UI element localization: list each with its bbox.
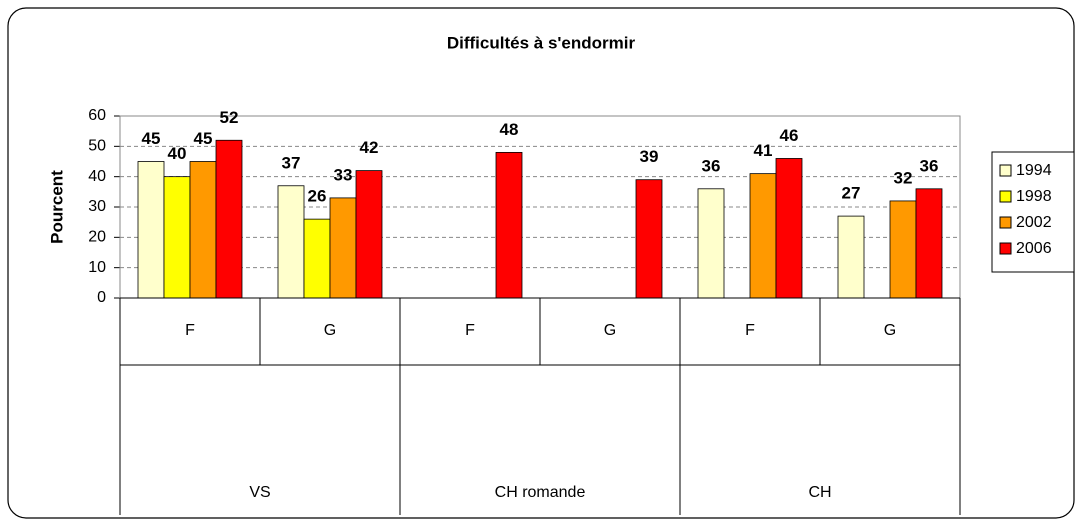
y-tick-label: 30 [88, 198, 106, 215]
legend-label: 2006 [1016, 240, 1052, 257]
y-axis-label: Pourcent [47, 170, 66, 244]
bar [355, 170, 383, 299]
bar [635, 179, 663, 299]
bar [749, 173, 777, 299]
data-label: 41 [754, 141, 773, 160]
group-label: CH romande [495, 484, 586, 501]
bar [329, 197, 357, 299]
chart-title: Difficultés à s'endormir [447, 33, 636, 52]
data-label: 48 [500, 120, 519, 139]
bar [215, 139, 243, 299]
legend-swatch [999, 164, 1012, 177]
data-label: 33 [334, 165, 353, 184]
y-tick-label: 60 [88, 107, 106, 124]
data-label: 26 [308, 187, 327, 206]
y-tick-label: 10 [88, 259, 106, 276]
y-tick-label: 40 [88, 168, 106, 185]
bar [775, 158, 803, 299]
x-tick-label: F [185, 322, 195, 339]
x-tick-label: G [604, 322, 616, 339]
x-tick-label: G [324, 322, 336, 339]
x-tick-label: F [465, 322, 475, 339]
group-label: CH [808, 484, 831, 501]
bar [277, 185, 305, 299]
data-label: 40 [168, 144, 187, 163]
data-label: 27 [842, 184, 861, 203]
legend-label: 1998 [1016, 188, 1052, 205]
bar [163, 176, 191, 299]
legend-swatch [999, 242, 1012, 255]
group-label: VS [249, 484, 270, 501]
bar [837, 215, 865, 299]
bar [915, 188, 943, 299]
data-label: 36 [702, 156, 721, 175]
x-tick-label: G [884, 322, 896, 339]
data-label: 42 [360, 138, 379, 157]
bar [495, 151, 523, 299]
data-label: 32 [894, 168, 913, 187]
legend-label: 1994 [1016, 162, 1052, 179]
legend-swatch [999, 216, 1012, 229]
bar [303, 218, 331, 299]
bar [137, 161, 165, 299]
data-label: 39 [640, 147, 659, 166]
data-label: 52 [220, 108, 239, 127]
legend-label: 2002 [1016, 214, 1052, 231]
y-tick-label: 50 [88, 138, 106, 155]
data-label: 37 [282, 153, 301, 172]
data-label: 45 [194, 129, 213, 148]
data-label: 36 [920, 156, 939, 175]
data-label: 45 [142, 129, 161, 148]
bar [889, 200, 917, 299]
data-label: 46 [780, 126, 799, 145]
bar [189, 161, 217, 299]
y-tick-label: 0 [97, 289, 106, 306]
bar [697, 188, 725, 299]
legend-swatch [999, 190, 1012, 203]
x-tick-label: F [745, 322, 755, 339]
y-tick-label: 20 [88, 229, 106, 246]
